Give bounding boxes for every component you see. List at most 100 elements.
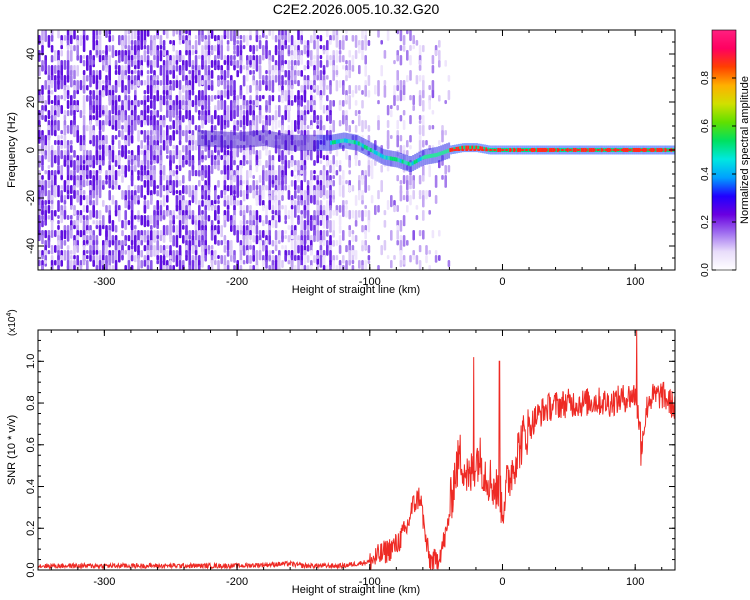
heatmap-cell <box>393 85 396 91</box>
heatmap-cell <box>178 40 182 45</box>
heatmap-cell <box>278 85 281 92</box>
heatmap-cell <box>86 95 89 102</box>
ridge-glow <box>316 134 319 151</box>
heatmap-cell <box>233 225 236 236</box>
ridge-core <box>459 146 462 151</box>
heatmap-cell <box>297 170 300 177</box>
heatmap-cell <box>358 160 361 167</box>
heatmap-cell <box>329 220 332 233</box>
heatmap-cell <box>172 265 175 270</box>
heatmap-cell <box>54 175 57 188</box>
heatmap-cell <box>162 65 166 78</box>
heatmap-cell <box>246 160 249 165</box>
heatmap-cell <box>188 215 191 220</box>
heatmap-cell <box>255 35 259 43</box>
heatmap-cell <box>217 115 220 126</box>
heatmap-cell <box>198 235 201 242</box>
heatmap-cell <box>332 35 335 41</box>
heatmap-cell <box>118 210 121 222</box>
heatmap-cell <box>294 235 297 241</box>
heatmap-cell <box>249 210 252 217</box>
heatmap-cell <box>329 250 332 263</box>
heatmap-cell <box>153 235 156 243</box>
heatmap-cell <box>47 215 51 220</box>
heatmap-cell <box>60 240 63 250</box>
ridge-core <box>369 148 372 152</box>
heatmap-cell <box>207 115 211 123</box>
heatmap-cell <box>354 110 358 117</box>
heatmap-cell <box>246 60 249 66</box>
heatmap-cell <box>38 70 41 77</box>
heatmap-cell <box>434 50 438 56</box>
heatmap-cell <box>217 40 220 45</box>
heatmap-cell <box>249 100 252 105</box>
heatmap-cell <box>140 160 143 167</box>
heatmap-cell <box>367 260 371 265</box>
heatmap-cell <box>89 230 92 236</box>
heatmap-cell <box>284 235 287 240</box>
heatmap-cell <box>156 35 159 40</box>
heatmap-cell <box>159 245 163 254</box>
heatmap-cell <box>326 265 329 270</box>
heatmap-cell <box>54 210 57 217</box>
ridge-glow <box>268 131 271 147</box>
heatmap-cell <box>332 120 335 133</box>
heatmap-cell <box>313 195 316 205</box>
heatmap-cell <box>242 80 246 87</box>
heatmap-cell <box>313 100 316 107</box>
heatmap-cell <box>188 185 191 198</box>
ridge-peak <box>620 149 624 151</box>
heatmap-cell <box>338 205 342 213</box>
heatmap-cell <box>76 245 79 253</box>
heatmap-cell <box>236 105 239 118</box>
heatmap-cell <box>63 125 67 136</box>
ridge-core <box>445 149 448 154</box>
heatmap-cell <box>409 30 412 42</box>
heatmap-cell <box>201 45 204 58</box>
heatmap-cell <box>226 265 230 270</box>
ridge-glow <box>199 130 202 147</box>
heatmap-cell <box>86 265 89 270</box>
heatmap-cell <box>252 55 255 61</box>
heatmap-cell <box>281 75 284 82</box>
heatmap-cell <box>294 265 297 270</box>
ridge-glow <box>328 134 331 151</box>
heatmap-cell <box>89 130 92 142</box>
heatmap-cell <box>310 260 313 267</box>
heatmap-cell <box>290 45 294 50</box>
heatmap-cell <box>79 185 83 190</box>
heatmap-cell <box>82 190 86 195</box>
heatmap-cell <box>402 35 406 46</box>
heatmap-cell <box>130 255 134 262</box>
heatmap-cell <box>127 190 131 201</box>
heatmap-cell <box>207 265 211 270</box>
heatmap-cell <box>140 150 143 155</box>
heatmap-cell <box>322 170 326 182</box>
heatmap-cell <box>239 265 243 270</box>
heatmap-cell <box>191 195 195 204</box>
heatmap-cell <box>150 175 153 182</box>
heatmap-cell <box>338 260 342 266</box>
heatmap-cell <box>210 155 214 166</box>
ridge-core <box>355 140 358 145</box>
heatmap-cell <box>396 95 399 102</box>
heatmap-cell <box>431 80 435 92</box>
heatmap-cell <box>367 210 371 223</box>
heatmap-cell <box>150 110 153 116</box>
ridge-peak <box>612 149 616 151</box>
heatmap-cell <box>50 200 54 205</box>
heatmap-cell <box>194 260 198 270</box>
heatmap-cell <box>338 245 342 254</box>
heatmap-cell <box>367 75 371 86</box>
y-tick-label: 40 <box>25 48 37 60</box>
heatmap-cell <box>95 240 99 245</box>
heatmap-cell <box>348 230 351 238</box>
heatmap-cell <box>287 50 291 55</box>
heatmap-cell <box>60 130 63 135</box>
heatmap-cell <box>290 85 294 90</box>
heatmap-cell <box>111 45 115 58</box>
heatmap-cell <box>60 45 63 50</box>
heatmap-cell <box>242 35 246 43</box>
ridge-glow <box>314 134 317 151</box>
heatmap-cell <box>332 195 335 200</box>
